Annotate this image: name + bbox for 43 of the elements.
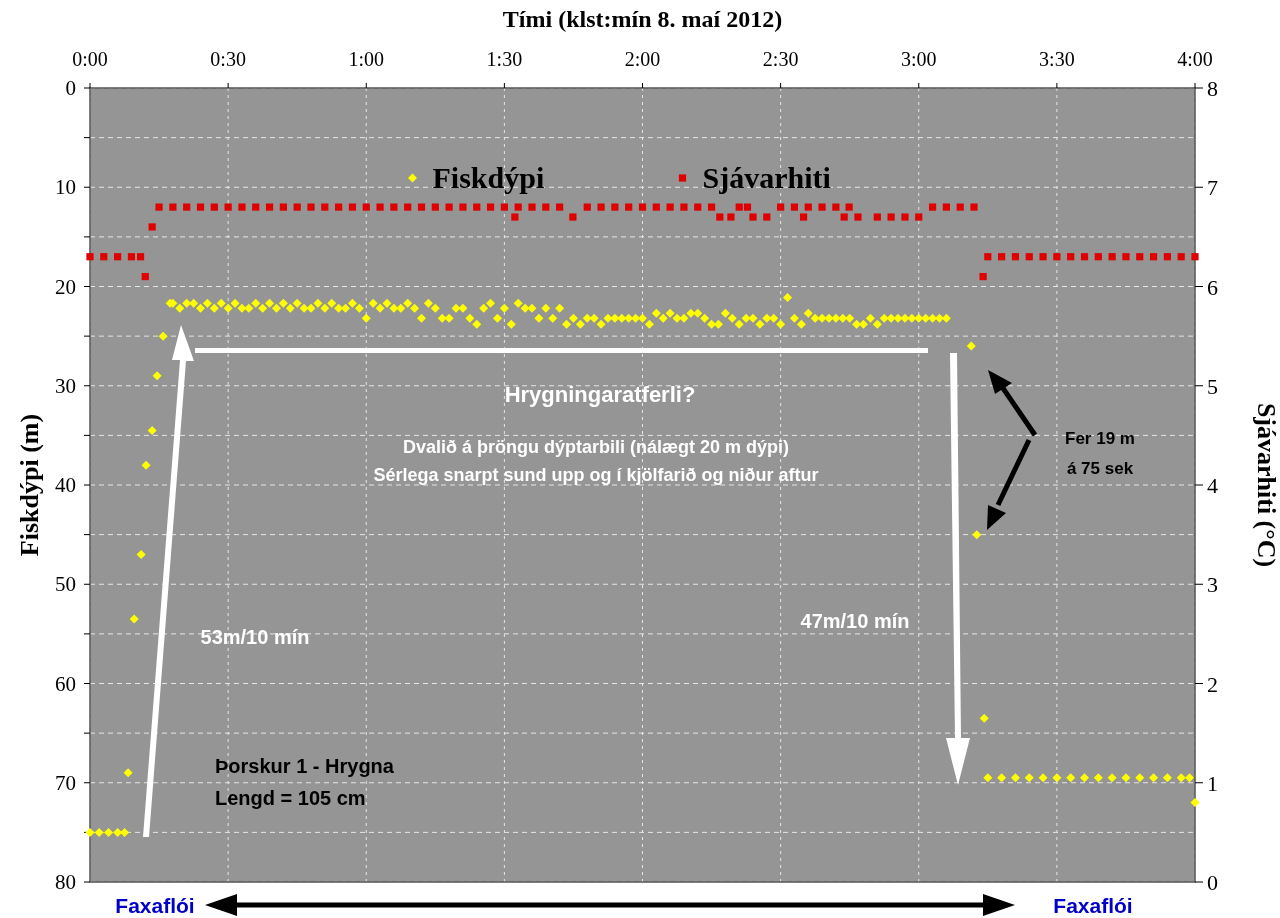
annotation: Þorskur 1 - Hrygna [215, 755, 395, 777]
y2-tick-label: 7 [1207, 175, 1218, 201]
y-tick-label: 60 [55, 671, 76, 696]
annotation: 47m/10 mín [800, 610, 910, 632]
text: Faxaflói [1053, 894, 1133, 917]
y2-tick-label: 8 [1207, 76, 1218, 101]
y-tick-label: 20 [55, 274, 76, 299]
annotation: Fer 19 m [1065, 429, 1135, 448]
y-tick-label: 70 [55, 770, 76, 795]
y2-tick-label: 1 [1207, 770, 1218, 796]
legend-label: Sjávarhiti [702, 161, 831, 194]
x-tick-label: 0:30 [210, 48, 246, 70]
y-tick-label: 50 [55, 572, 76, 597]
x-tick-label: 4:00 [1177, 48, 1213, 70]
annotation: á 75 sek [1066, 459, 1134, 478]
x-tick-label: 2:00 [624, 48, 661, 70]
annotation: Sérlega snarpt sund upp og í kjölfarið og niður aftur [373, 465, 819, 485]
y-tick-label: 0 [65, 76, 76, 100]
y2-axis-title: Sjávarhiti (°C) [1252, 402, 1280, 568]
y2-tick-label: 3 [1207, 572, 1218, 598]
annotation: Hrygningaratferli? [504, 382, 696, 407]
y2-tick-label: 0 [1207, 870, 1218, 895]
y-axis-title: Fiskdýpi (m) [15, 413, 44, 557]
y2-tick-label: 5 [1207, 373, 1218, 399]
annotation: 53m/10 mín [200, 626, 310, 648]
text: Faxaflói [115, 894, 195, 917]
y2-tick-label: 4 [1207, 473, 1218, 498]
x-tick-label: 1:00 [348, 48, 385, 70]
y-tick-label: 80 [55, 870, 76, 894]
annotation: Lengd = 105 cm [215, 787, 366, 809]
annotation: Dvalið á þröngu dýptarbili (nálægt 20 m dýpi) [402, 437, 790, 457]
y-tick-label: 30 [55, 373, 76, 398]
x-tick-label: 2:30 [762, 48, 799, 70]
y-tick-label: 40 [55, 473, 76, 497]
x-tick-label: 3:30 [1039, 48, 1075, 70]
x-tick-label: 0:00 [72, 48, 108, 70]
legend-label: Fiskdýpi [432, 161, 545, 194]
x-tick-label: 3:00 [900, 48, 937, 70]
x-tick-label: 1:30 [486, 48, 523, 70]
y2-tick-label: 2 [1207, 671, 1218, 697]
y-tick-label: 10 [55, 175, 76, 200]
y2-tick-label: 6 [1207, 274, 1218, 300]
x-axis-title: Tími (klst:mín 8. maí 2012) [502, 6, 783, 32]
